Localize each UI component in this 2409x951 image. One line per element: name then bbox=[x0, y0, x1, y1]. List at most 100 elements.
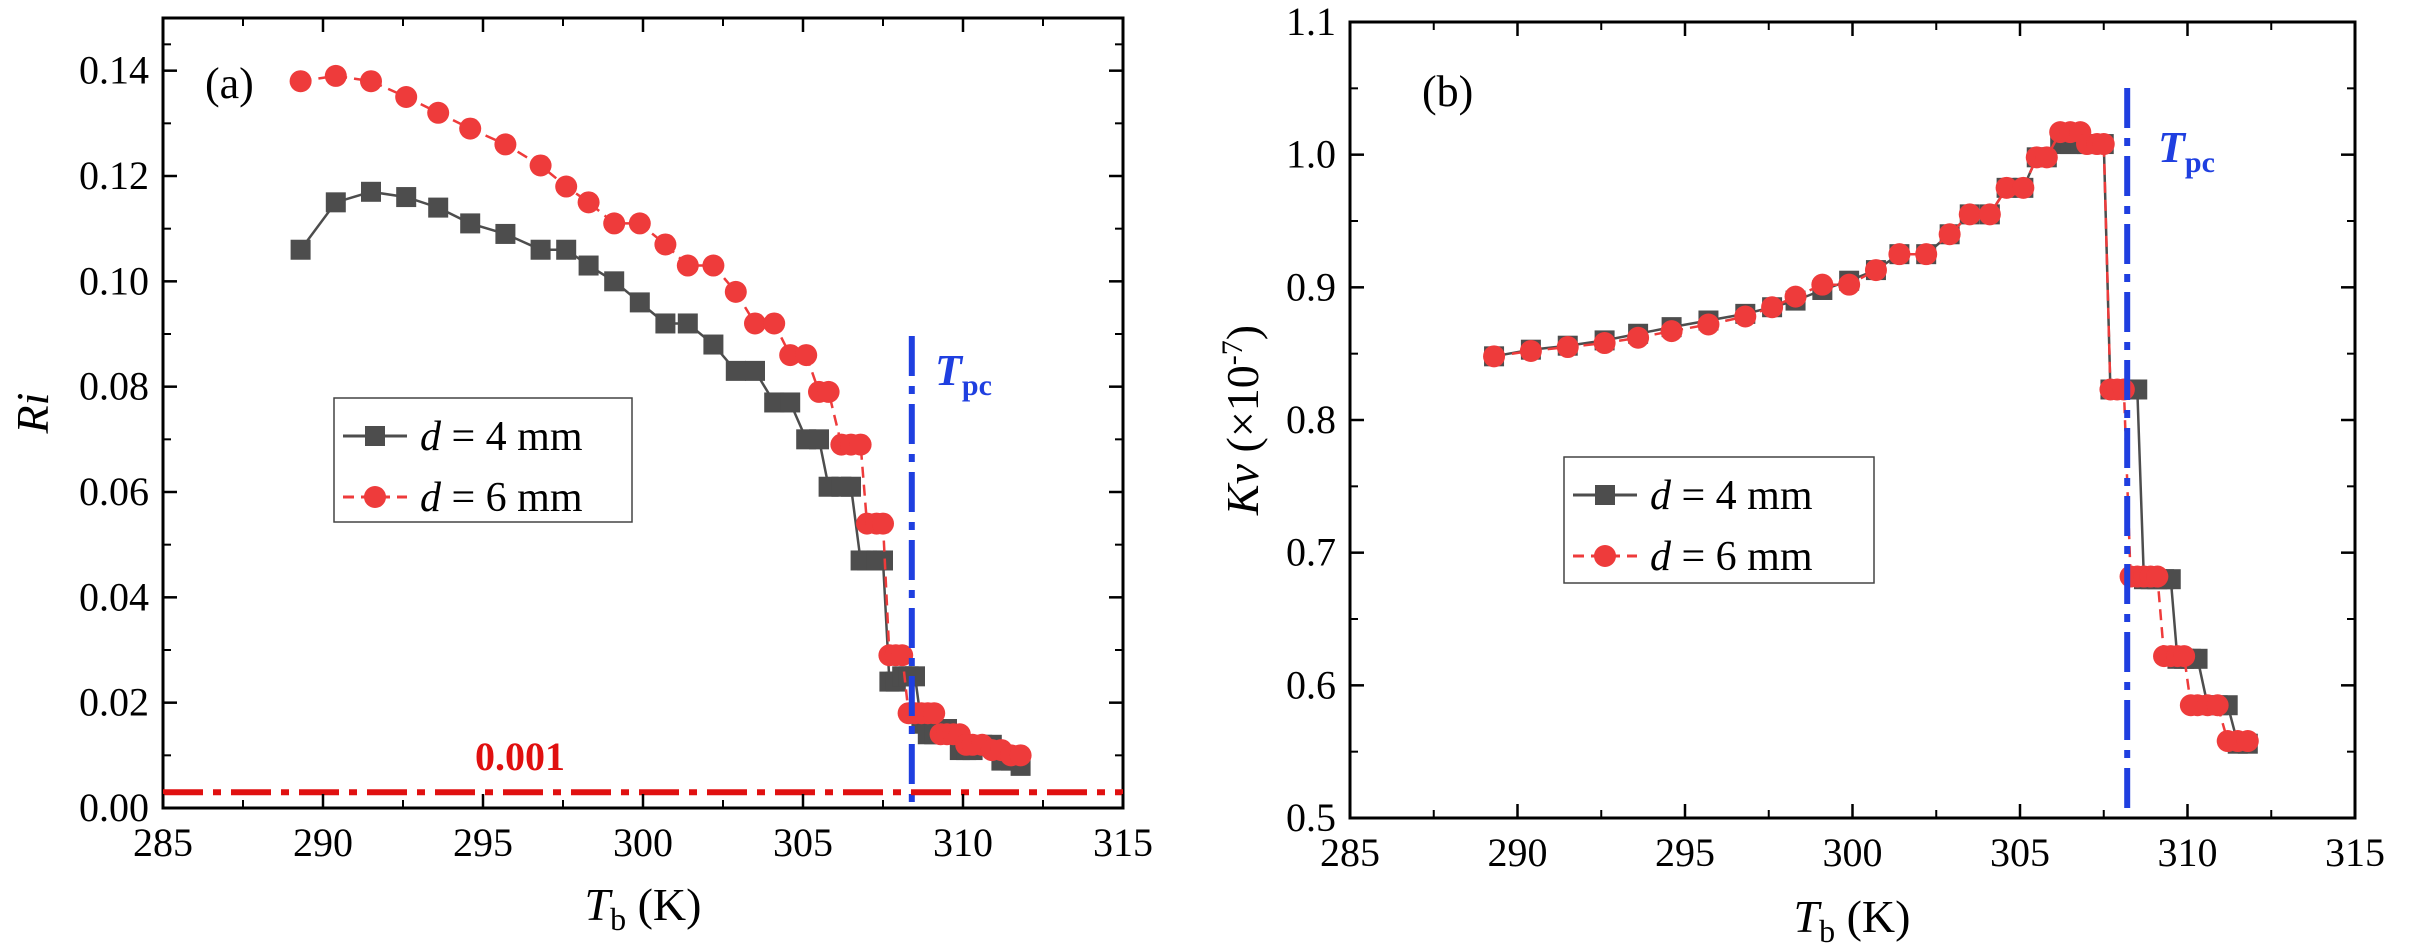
y-axis-label-b-exp: -7 bbox=[1216, 340, 1249, 365]
data-point-a-0 bbox=[873, 550, 893, 571]
legend-label-a-1-main: d bbox=[420, 475, 442, 521]
data-point-a-0 bbox=[495, 223, 516, 244]
data-point-a-0 bbox=[764, 392, 785, 413]
x-axis-label-a-unit: (K) bbox=[638, 879, 702, 930]
x-tick-label-b: 310 bbox=[2158, 830, 2218, 875]
x-tick-label-b: 285 bbox=[1320, 830, 1380, 875]
x-tick-label-a: 295 bbox=[453, 820, 513, 865]
data-point-a-1 bbox=[702, 254, 725, 277]
data-point-a-1 bbox=[849, 433, 872, 456]
tpc-label-a-main: T bbox=[935, 346, 964, 395]
data-point-b-1 bbox=[1697, 313, 1720, 336]
data-point-b-1 bbox=[1519, 340, 1542, 363]
y-tick-label-b: 1.0 bbox=[1286, 132, 1336, 177]
legend-b: d = 4 mm d = 6 mm bbox=[1563, 456, 1875, 584]
legend-label-a-0-rest: = 4 mm bbox=[441, 414, 583, 460]
y-axis-label-a: Ri bbox=[7, 393, 58, 435]
legend-label-b-0: d = 4 mm bbox=[1650, 473, 1813, 519]
x-tick-label-b: 315 bbox=[2325, 830, 2385, 875]
data-point-a-0 bbox=[396, 187, 417, 208]
data-point-b-1 bbox=[1556, 336, 1579, 359]
y-tick-label-a: 0.00 bbox=[79, 785, 149, 830]
x-tick-label-a: 310 bbox=[933, 820, 993, 865]
x-tick-label-b: 305 bbox=[1990, 830, 2050, 875]
tpc-label-b-main: T bbox=[2158, 123, 2187, 172]
data-point-b-1 bbox=[1784, 285, 1807, 308]
y-tick-label-a: 0.12 bbox=[79, 153, 149, 198]
data-point-a-1 bbox=[529, 154, 552, 177]
y-tick-label-a: 0.14 bbox=[79, 48, 149, 93]
data-point-a-1 bbox=[817, 380, 840, 403]
data-point-a-0 bbox=[841, 476, 861, 497]
y-tick-label-b: 0.6 bbox=[1286, 662, 1336, 707]
y-tick-label-b: 0.5 bbox=[1286, 795, 1336, 840]
panel-a: 285 290 295 300 305 310 315 0.00 0.02 0.04 0.06 0.0… bbox=[7, 16, 1153, 937]
data-point-b-1 bbox=[1915, 243, 1938, 266]
x-tick-label-a: 300 bbox=[613, 820, 673, 865]
data-point-a-0 bbox=[629, 292, 650, 313]
data-point-a-1 bbox=[603, 212, 626, 235]
data-point-a-1 bbox=[395, 86, 418, 108]
y-tick-label-a: 0.02 bbox=[79, 680, 149, 725]
data-point-a-0 bbox=[428, 197, 449, 218]
panel-label-a: (a) bbox=[205, 59, 254, 108]
x-axis-label-a: Tb (K) bbox=[585, 879, 702, 937]
y-tick-label-a: 0.04 bbox=[79, 574, 149, 619]
data-point-a-1 bbox=[795, 344, 818, 367]
x-tick-label-a: 290 bbox=[293, 820, 353, 865]
data-point-b-1 bbox=[1995, 176, 2018, 199]
x-tick-label-a: 305 bbox=[773, 820, 833, 865]
x-axis-label-b-sub: b bbox=[1819, 913, 1835, 949]
data-point-a-0 bbox=[677, 313, 698, 334]
data-point-a-1 bbox=[676, 254, 699, 277]
data-point-a-1 bbox=[891, 644, 914, 667]
data-point-b-1 bbox=[2173, 645, 2196, 668]
data-point-a-1 bbox=[577, 191, 600, 214]
legend-label-b-1: d = 6 mm bbox=[1650, 534, 1813, 580]
y-tick-label-a: 0.10 bbox=[79, 258, 149, 303]
data-point-a-1 bbox=[872, 512, 894, 535]
y-tick-label-b: 0.9 bbox=[1286, 264, 1336, 309]
plot-frame-a bbox=[161, 16, 1125, 810]
data-point-b-1 bbox=[1734, 305, 1757, 328]
x-tick-label-a: 315 bbox=[1093, 820, 1153, 865]
x-tick-label-b: 290 bbox=[1488, 830, 1548, 875]
data-point-a-0 bbox=[530, 239, 551, 260]
data-point-a-0 bbox=[703, 334, 724, 355]
data-point-a-0 bbox=[604, 271, 625, 292]
data-point-b-1 bbox=[1864, 259, 1887, 282]
data-point-a-0 bbox=[460, 213, 481, 234]
tpc-label-b: Tpc bbox=[2158, 123, 2215, 179]
data-point-b-1 bbox=[2012, 176, 2035, 199]
data-point-a-0 bbox=[361, 181, 381, 202]
data-point-a-1 bbox=[324, 64, 347, 87]
data-point-b-1 bbox=[1888, 243, 1911, 266]
x-tick-label-a: 285 bbox=[133, 820, 193, 865]
data-point-a-0 bbox=[809, 429, 829, 450]
data-point-a-1 bbox=[360, 70, 382, 93]
y-tick-label-b: 0.7 bbox=[1286, 530, 1336, 575]
tpc-label-a-sub: pc bbox=[962, 369, 992, 402]
legend-marker-a-0 bbox=[365, 426, 385, 446]
data-point-b-1 bbox=[1660, 320, 1683, 343]
data-point-a-0 bbox=[905, 666, 925, 687]
legend-label-b-0-main: d bbox=[1650, 473, 1672, 519]
panel-label-b: (b) bbox=[1422, 67, 1473, 116]
data-point-b-1 bbox=[1627, 326, 1650, 349]
legend-label-a-0: d = 4 mm bbox=[420, 414, 583, 460]
data-point-a-0 bbox=[780, 392, 801, 413]
legend-label-a-1-rest: = 6 mm bbox=[441, 475, 583, 521]
x-axis-label-a-sub: b bbox=[610, 901, 626, 937]
data-point-b-1 bbox=[2035, 146, 2058, 169]
data-point-a-1 bbox=[744, 312, 766, 335]
legend-a: d = 4 mm d = 6 mm bbox=[333, 397, 633, 523]
data-point-a-1 bbox=[779, 344, 802, 367]
data-point-b-1 bbox=[1593, 332, 1616, 355]
legend-label-b-1-rest: = 6 mm bbox=[1671, 534, 1813, 580]
data-point-b-1 bbox=[2146, 565, 2169, 588]
panel-b: 285 290 295 300 305 310 315 0.5 0.6 0.7 0.8 0.9 1.0 1… bbox=[1216, 0, 2385, 949]
y-tick-label-a: 0.06 bbox=[79, 469, 149, 514]
data-point-a-1 bbox=[724, 280, 747, 303]
data-point-a-1 bbox=[628, 212, 651, 235]
y-tick-label-b: 1.1 bbox=[1286, 0, 1336, 44]
